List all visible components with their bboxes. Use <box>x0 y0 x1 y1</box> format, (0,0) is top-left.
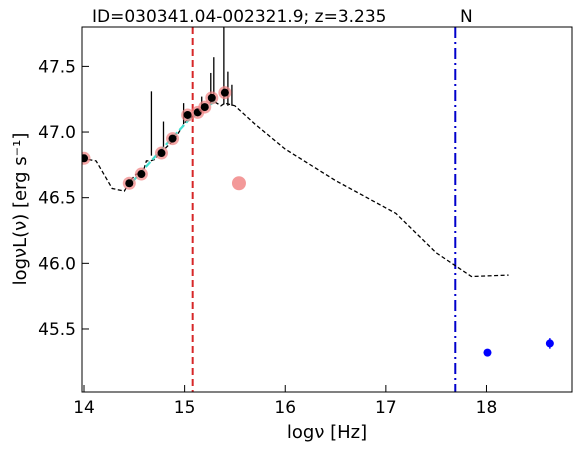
photometry-point-8 <box>200 103 209 112</box>
y-axis-label: logνL(ν) [erg s⁻¹] <box>10 133 31 286</box>
x-tick-label: 15 <box>174 398 196 418</box>
x-tick-label: 16 <box>274 398 296 418</box>
y-tick-label: 46.0 <box>38 254 76 274</box>
chart-annotation-n: N <box>460 7 473 27</box>
x-tick-label: 18 <box>476 398 498 418</box>
xray-point-2 <box>545 339 554 348</box>
chart-title: ID=030341.04-002321.9; z=3.235 <box>92 7 387 27</box>
x-tick-label: 17 <box>375 398 397 418</box>
ticks-layer: 14 15 16 17 18 45.5 46.0 46.5 47.0 47.5 <box>38 57 497 418</box>
plot-frame <box>81 26 573 393</box>
template-sed-line <box>82 99 509 278</box>
y-tick-label: 45.5 <box>38 320 76 340</box>
photometry-point-3 <box>137 170 146 179</box>
x-tick-label: 14 <box>73 398 95 418</box>
photometry-point-2 <box>125 179 134 188</box>
plot-area <box>82 27 554 392</box>
y-tick-label: 46.5 <box>38 189 76 209</box>
excluded-point-1 <box>231 176 246 191</box>
x-axis-label: logν [Hz] <box>287 422 367 443</box>
photometry-point-9 <box>207 93 216 102</box>
xray-point-1 <box>483 348 492 357</box>
photometry-point-5 <box>168 134 177 143</box>
photometry-point-6 <box>183 110 192 119</box>
plot-layer <box>82 27 554 392</box>
photometry-point-4 <box>157 149 166 158</box>
photometry-point-1 <box>82 154 89 163</box>
photometry-point-10 <box>220 88 229 97</box>
y-tick-label: 47.0 <box>38 123 76 143</box>
y-tick-label: 47.5 <box>38 57 76 77</box>
